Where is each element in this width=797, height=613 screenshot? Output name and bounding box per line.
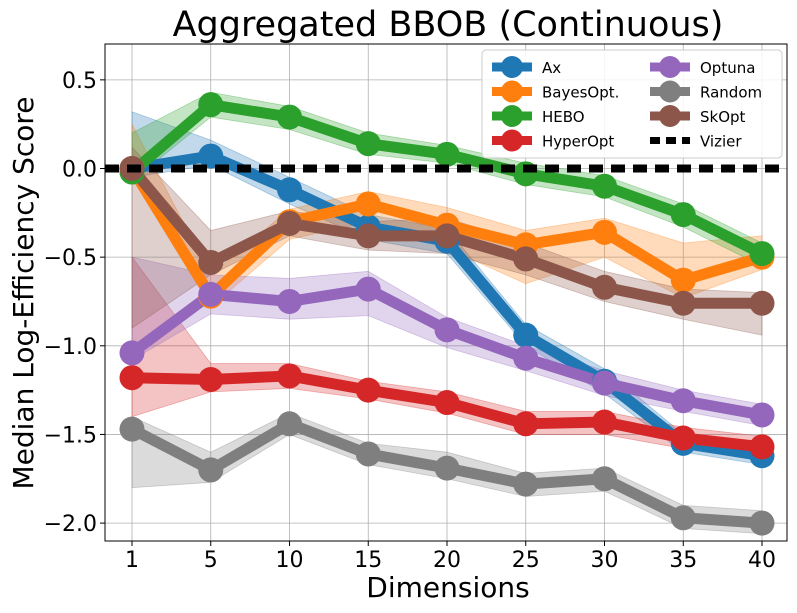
point-hyperopt <box>670 425 696 451</box>
legend-marker-optuna <box>659 56 681 78</box>
legend-marker-ax <box>501 56 523 78</box>
legend-label-hebo: HEBO <box>542 108 585 126</box>
point-hyperopt <box>513 411 539 437</box>
point-skopt <box>670 290 696 316</box>
x-tick-label: 10 <box>276 548 304 573</box>
plot-frame <box>104 43 788 542</box>
point-hebo <box>749 241 775 267</box>
point-hyperopt <box>198 366 224 392</box>
y-axis-ticks: 0.5 0.0 −0.5 −1.0 −1.5 −2.0 <box>44 69 105 537</box>
point-optuna <box>434 317 460 343</box>
point-optuna <box>198 281 224 307</box>
x-tick-label: 1 <box>125 548 139 573</box>
point-skopt <box>198 249 224 275</box>
point-hyperopt <box>749 434 775 460</box>
point-random <box>513 471 539 497</box>
legend-label-vizier: Vizier <box>700 133 742 151</box>
legend-marker-random <box>659 80 681 103</box>
legend-label-skopt: SkOpt <box>700 108 746 126</box>
x-axis-label: Dimensions <box>366 571 529 604</box>
point-skopt <box>434 223 460 249</box>
point-optuna <box>670 388 696 414</box>
point-random <box>592 466 617 492</box>
point-hebo <box>277 104 302 130</box>
x-tick-label: 5 <box>204 548 218 573</box>
point-random <box>277 411 302 437</box>
point-ax <box>198 143 224 169</box>
point-bayesopt <box>592 219 617 245</box>
x-tick-label: 25 <box>512 548 540 573</box>
x-tick-label: 30 <box>591 548 619 573</box>
x-axis-ticks: 1 5 10 15 20 25 30 35 40 <box>125 541 776 573</box>
point-hebo <box>434 141 460 167</box>
point-random <box>670 505 696 531</box>
point-bayesopt <box>355 191 381 217</box>
point-hyperopt <box>434 390 460 416</box>
point-skopt <box>513 246 539 272</box>
legend-box <box>481 49 783 159</box>
point-optuna <box>592 370 617 396</box>
point-skopt <box>592 274 617 300</box>
point-random <box>198 457 224 483</box>
legend-label-hyperopt: HyperOpt <box>542 133 614 151</box>
legend-label-optuna: Optuna <box>700 59 755 77</box>
legend-label-random: Random <box>700 84 762 102</box>
legend-marker-hyperopt <box>501 129 523 152</box>
point-optuna <box>749 402 775 428</box>
point-hyperopt <box>277 363 302 389</box>
point-random <box>434 455 460 481</box>
y-tick-label: −1.5 <box>44 423 97 448</box>
y-tick-label: −1.0 <box>44 335 97 360</box>
point-skopt <box>355 223 381 249</box>
point-optuna <box>277 288 302 314</box>
legend-label-ax: Ax <box>542 59 561 77</box>
point-optuna <box>513 345 539 371</box>
point-ax <box>513 322 539 348</box>
point-optuna <box>355 276 381 302</box>
y-tick-label: 0.5 <box>62 69 97 94</box>
point-hebo <box>592 173 617 199</box>
y-tick-label: −0.5 <box>44 246 97 271</box>
x-tick-label: 20 <box>433 548 461 573</box>
legend-marker-hebo <box>501 105 523 127</box>
legend-marker-bayesopt <box>501 80 523 103</box>
point-skopt <box>277 210 302 236</box>
y-tick-label: −2.0 <box>44 512 97 537</box>
legend: Ax BayesOpt. HEBO HyperOpt Optuna Random SkOpt… <box>481 49 783 159</box>
point-bayesopt <box>670 267 696 293</box>
x-tick-label: 40 <box>748 548 776 573</box>
point-optuna <box>119 340 145 366</box>
point-hyperopt <box>355 377 381 403</box>
x-tick-label: 35 <box>669 548 697 573</box>
y-axis-label: Median Log-Efficiency Score <box>7 96 40 489</box>
point-skopt <box>749 290 775 316</box>
point-random <box>749 510 775 536</box>
point-hebo <box>355 131 381 157</box>
chart-title: Aggregated BBOB (Continuous) <box>173 5 724 45</box>
point-random <box>119 416 145 442</box>
point-ax <box>277 177 302 203</box>
point-hebo <box>198 92 224 118</box>
point-hyperopt <box>119 365 145 391</box>
legend-marker-skopt <box>659 105 681 127</box>
legend-label-bayesopt: BayesOpt. <box>542 84 619 102</box>
point-hyperopt <box>592 409 617 435</box>
series-markers <box>105 92 787 536</box>
point-hebo <box>670 202 696 228</box>
y-tick-label: 0.0 <box>62 158 97 183</box>
x-tick-label: 15 <box>354 548 382 573</box>
point-random <box>355 441 381 467</box>
